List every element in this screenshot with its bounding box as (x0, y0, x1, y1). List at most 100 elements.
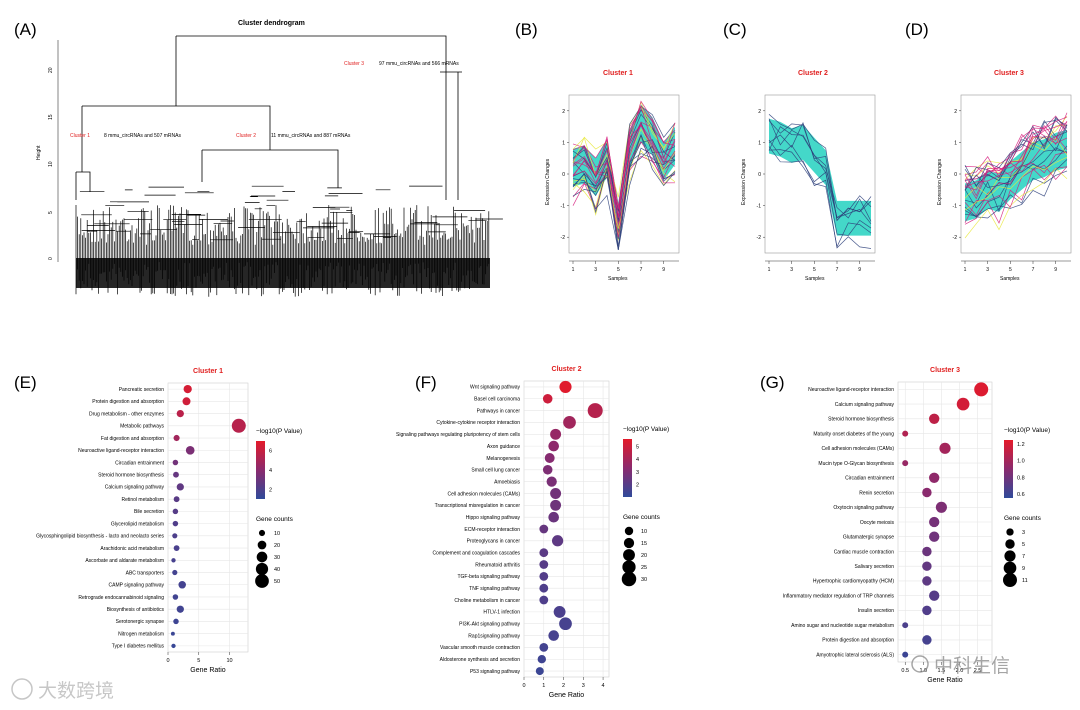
bubble-term-label: Rap1signaling pathway (468, 633, 520, 639)
bubble-term-label: P53 signaling pathway (470, 669, 521, 675)
bubble-point (231, 418, 246, 433)
bubble-point (902, 460, 909, 467)
bubble-xtick: 10 (226, 658, 232, 664)
bubble-point (553, 605, 566, 618)
trend-sample-line (768, 149, 872, 248)
watermark-right: 中科生信 (911, 655, 1010, 677)
bubble-point (956, 397, 970, 411)
size-legend-label: 3 (1022, 530, 1025, 536)
trend-sample-line (768, 146, 872, 249)
watermark-left-text: 大数跨境 (38, 680, 114, 702)
bubble-term-label: Amoebiasis (494, 479, 520, 485)
size-legend-circle (258, 529, 266, 537)
trend-sample-line (768, 126, 872, 225)
trend-panel-cluster-2: Cluster 2 Expression Changes Samples -2 -… (741, 70, 876, 282)
bubble-term-label: Cardiac muscle contraction (834, 549, 895, 555)
size-legend-label: 40 (274, 567, 280, 573)
color-legend-tick: 0.8 (1017, 475, 1025, 481)
bubble-point (172, 520, 179, 527)
dendrogram-leaf-label-band (76, 258, 490, 288)
bubble-xtick: 2.5 (974, 668, 982, 674)
trend-sample-line (964, 159, 1068, 217)
size-legend-label: 15 (641, 541, 647, 547)
bubble-point (550, 499, 562, 511)
dendrogram-title: Cluster dendrogram (238, 20, 305, 27)
dendrogram-ytick: 0 (48, 257, 54, 260)
bubble-xlabel: Gene Ratio (927, 677, 963, 684)
bubble-point (939, 442, 951, 454)
trend-ytick: 2 (562, 109, 565, 115)
trend-xtick: 7 (640, 267, 643, 273)
bubble-term-label: TNF signaling pathway (469, 586, 520, 592)
bubble-point (929, 472, 940, 483)
size-legend-title: Gene counts (1004, 515, 1042, 522)
bubble-point (902, 651, 909, 658)
dendrogram-ytick: 10 (48, 161, 54, 167)
size-legend-circle (621, 571, 637, 587)
trend-xtick: 1 (768, 267, 771, 273)
trend-ytick: 0 (562, 172, 565, 178)
trend-sample-line (964, 156, 1068, 211)
trend-xtick: 5 (813, 267, 816, 273)
trend-sample-line (572, 147, 676, 250)
bubble-term-label: ECM-receptor interaction (464, 527, 520, 533)
bubble-term-label: Axon guidance (487, 444, 520, 450)
bubble-point (170, 631, 175, 636)
bubble-point (173, 618, 179, 625)
trend-ytick: 1 (954, 140, 957, 146)
size-legend-circle (257, 540, 267, 550)
trend-xlabel: Samples (805, 276, 825, 282)
bubble-point (548, 440, 559, 452)
bubble-point (935, 501, 947, 513)
panel-label-d: (D) (905, 20, 929, 39)
bubble-term-label: Calcium signaling pathway (835, 402, 895, 408)
bubble-term-label: Bile secretion (134, 509, 164, 515)
trend-ylabel: Expression Changes (741, 158, 747, 205)
cluster-3-desc: 97 mmu_circRNAs and 566 mRNAs (379, 61, 459, 67)
trend-sample-line (964, 170, 1068, 219)
color-legend-tick: 0.6 (1017, 492, 1025, 498)
watermark-wechat-icon (911, 655, 929, 673)
color-legend-tick: 6 (269, 449, 272, 455)
trend-xtick: 7 (1032, 267, 1035, 273)
bubble-term-label: Cytokine-cytokine receptor interaction (436, 420, 520, 426)
trend-title: Cluster 2 (798, 70, 828, 77)
watermark-left: 大数跨境 (11, 678, 114, 702)
bubble-chart-title: Cluster 1 (193, 368, 223, 375)
color-legend-tick: 3 (636, 470, 639, 476)
trend-ytick: 0 (758, 172, 761, 178)
bubble-term-label: Serotonergic synapse (116, 619, 165, 625)
bubble-term-label: Pancreatic secretion (119, 387, 165, 393)
bubble-term-label: Glycerolipid metabolism (111, 521, 164, 527)
bubble-point (922, 487, 932, 498)
trend-xtick: 1 (964, 267, 967, 273)
trend-ytick: 1 (758, 140, 761, 146)
trend-ytick: 2 (954, 109, 957, 115)
trend-xtick: 5 (617, 267, 620, 273)
size-legend-label: 20 (641, 553, 647, 559)
bubble-point (535, 667, 544, 676)
dendrogram-panel: Cluster dendrogram Height 0 5 10 15 20 C… (36, 20, 503, 297)
dendrogram-leaves (75, 185, 503, 297)
size-legend-circle (1004, 550, 1016, 562)
color-legend-title: −log10(P Value) (1004, 427, 1050, 434)
bubble-xtick: 1.5 (938, 668, 946, 674)
trend-sample-line (768, 114, 872, 222)
bubble-term-label: Hypertrophic cardiomyopathy (HCM) (813, 579, 894, 585)
color-legend-bar (256, 441, 265, 499)
bubble-term-label: Proteoglycans in cancer (467, 539, 521, 545)
trend-sample-line (964, 118, 1068, 187)
bubble-term-label: Choline metabolism in cancer (454, 598, 520, 604)
size-legend-title: Gene counts (623, 514, 661, 521)
panel-label-b: (B) (515, 20, 538, 39)
trend-sample-line (964, 137, 1068, 199)
dendrogram-yticks: 0 5 10 15 20 (48, 67, 54, 260)
bubble-point (542, 394, 553, 404)
size-legend-circle (1006, 528, 1014, 536)
bubble-point (902, 622, 909, 629)
bubble-term-label: Vascular smooth muscle contraction (440, 645, 520, 651)
bubble-term-label: Neuroactive ligand-receptor interaction (808, 387, 894, 393)
bubble-point (183, 384, 192, 394)
bubble-chart-title: Cluster 2 (552, 366, 582, 373)
